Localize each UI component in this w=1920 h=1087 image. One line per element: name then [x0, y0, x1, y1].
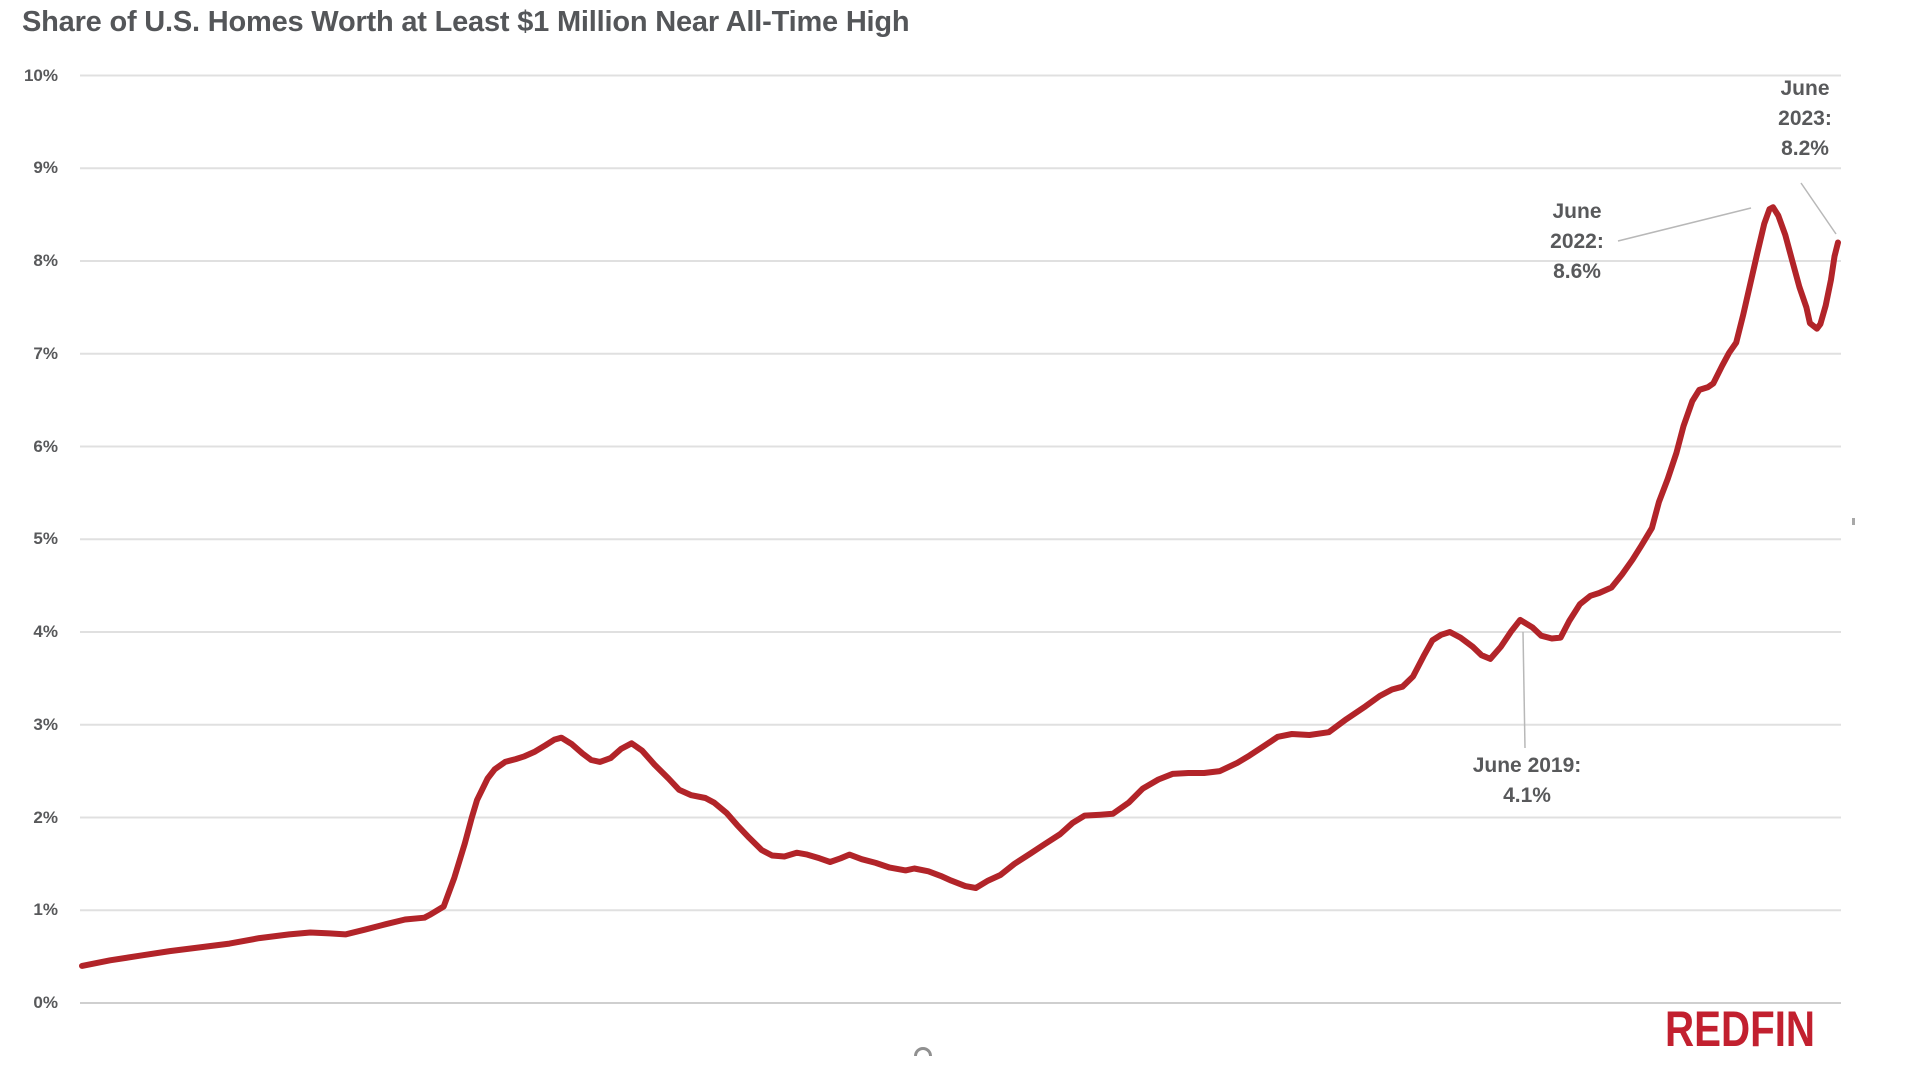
- y-axis-label-2pct: 2%: [33, 807, 58, 827]
- annotation-line: 8.6%: [1553, 260, 1601, 283]
- y-axis-label-6pct: 6%: [33, 436, 58, 456]
- leader-line-june-2022: [1617, 207, 1752, 242]
- annotation-line: June: [1780, 77, 1830, 100]
- annotation-line: June: [1552, 200, 1602, 223]
- annotation-june-2023: June 2023: 8.2%: [1735, 74, 1875, 164]
- redfin-logo-text: REDFIN: [1665, 1008, 1815, 1056]
- y-axis-label-0pct: 0%: [33, 993, 58, 1012]
- chart-title: Share of U.S. Homes Worth at Least $1 Mi…: [22, 6, 910, 38]
- annotation-line: 4.1%: [1503, 784, 1551, 807]
- annotation-line: 2023:: [1778, 107, 1832, 130]
- annotation-june-2019: June 2019: 4.1%: [1447, 751, 1607, 811]
- y-axis-label-10pct: 10%: [23, 65, 58, 85]
- y-axis-label-1pct: 1%: [33, 900, 58, 920]
- leader-line-june-2023: [1800, 182, 1837, 235]
- y-axis-label-5pct: 5%: [33, 529, 58, 549]
- y-axis-label-7pct: 7%: [33, 343, 58, 363]
- annotation-line: 8.2%: [1781, 137, 1829, 160]
- annotation-line: 2022:: [1550, 230, 1604, 253]
- edge-tick-artifact: [1852, 518, 1855, 525]
- y-axis-label-3pct: 3%: [33, 714, 58, 734]
- y-axis-label-8pct: 8%: [33, 251, 58, 270]
- cropped-axis-label-artifact: [914, 1047, 932, 1056]
- y-axis-label-4pct: 4%: [33, 622, 58, 641]
- redfin-logo: REDFIN: [1665, 1008, 1815, 1056]
- series-line: [79, 204, 1841, 969]
- y-axis-label-9pct: 9%: [33, 158, 58, 178]
- leader-line-june-2019: [1522, 631, 1526, 749]
- annotation-line: June 2019:: [1472, 754, 1582, 777]
- annotation-june-2022: June 2022: 8.6%: [1507, 197, 1647, 287]
